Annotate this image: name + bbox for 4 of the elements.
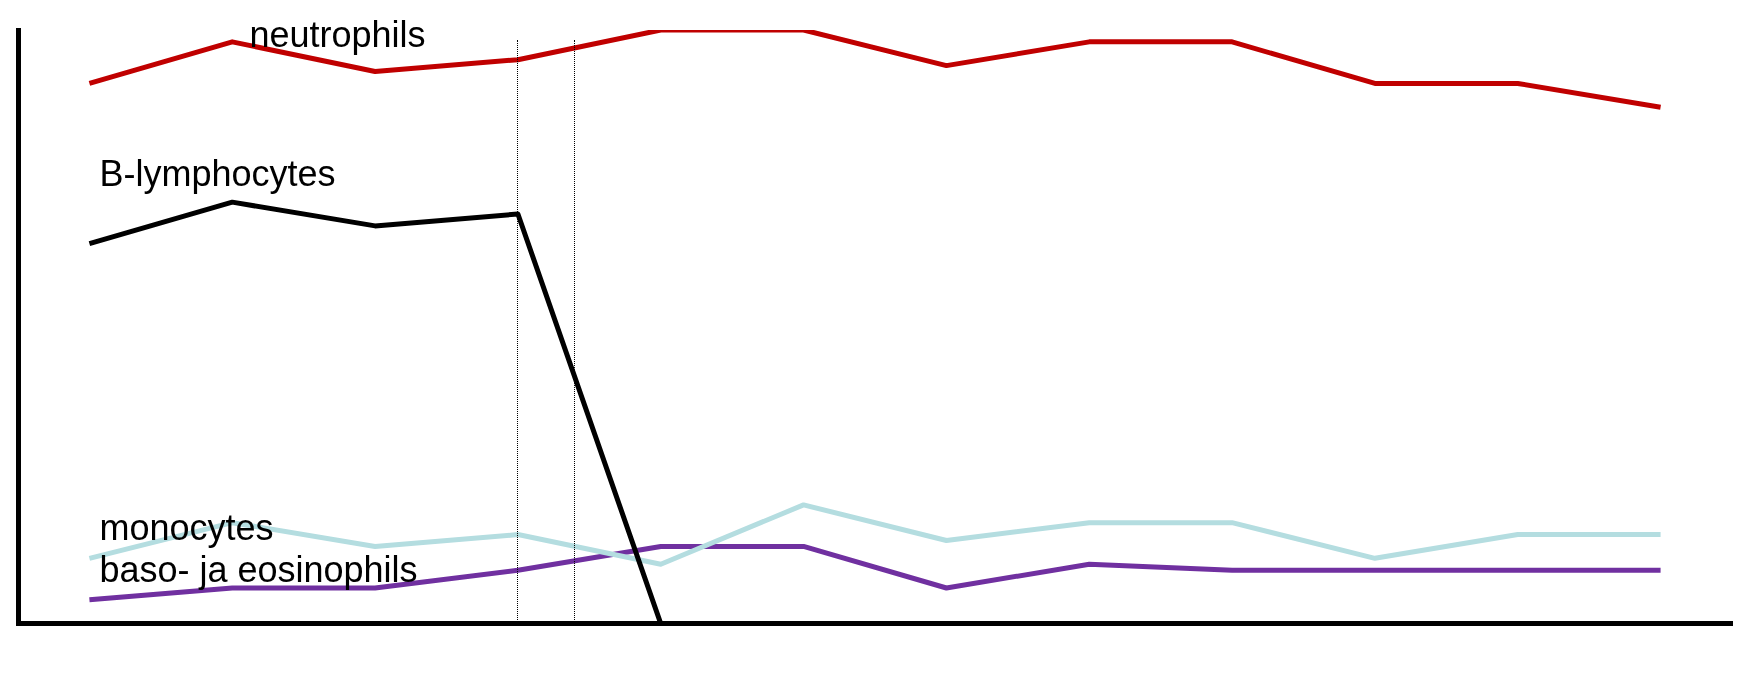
series-label: neutrophils	[249, 14, 426, 56]
series-label: B-lymphocytes	[99, 152, 336, 194]
series-label: baso- ja eosinophils	[99, 548, 418, 590]
series-label: monocytes	[99, 507, 274, 549]
